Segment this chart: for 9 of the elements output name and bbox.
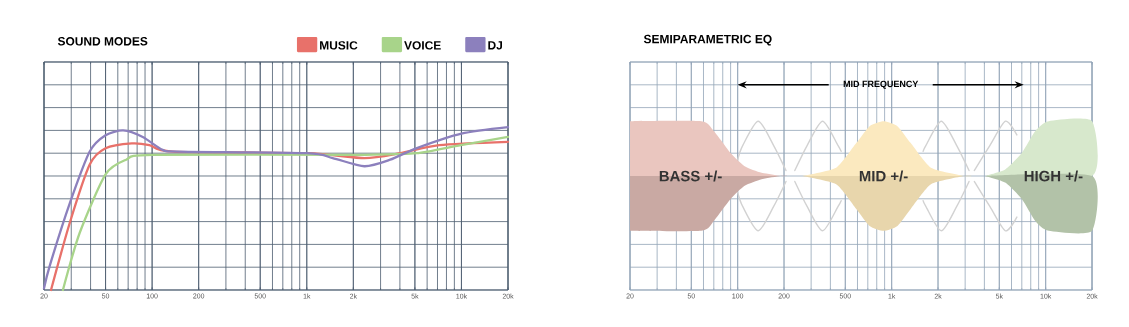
- legend-label: MUSIC: [320, 41, 358, 50]
- text: MID FREQUENCY: [843, 80, 919, 89]
- series-label: HIGH +/-: [1024, 170, 1083, 182]
- legend-label: DJ: [488, 41, 502, 50]
- chart-title: SEMIPARAMETRIC EQ: [643, 34, 772, 46]
- chart-title: SOUND MODES: [57, 37, 148, 46]
- series-label: BASS +/-: [659, 170, 722, 182]
- series-label: MID +/-: [859, 170, 908, 182]
- legend-label: VOICE: [404, 41, 441, 50]
